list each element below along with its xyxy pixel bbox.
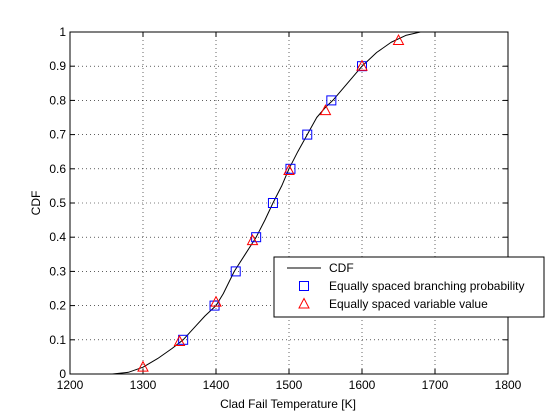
legend-item: Equally spaced branching probability [300,279,525,293]
y-tick-label: 0 [59,367,66,381]
y-tick-label: 0.4 [49,230,66,244]
y-tick-label: 0.8 [49,93,66,107]
x-tick-label: 1500 [276,378,303,392]
legend: CDF Equally spaced branching probability E… [274,257,544,317]
y-tick-label: 0.7 [49,128,66,142]
x-tick-label: 1300 [130,378,157,392]
y-tick-label: 0.2 [49,299,66,313]
x-axis-label: Clad Fail Temperature [K] [220,397,356,411]
legend-label: Equally spaced variable value [329,297,488,311]
y-tick-label: 0.9 [49,59,66,73]
y-tick-label: 0.3 [49,264,66,278]
legend-label: CDF [329,261,354,275]
x-tick-label: 1600 [349,378,376,392]
legend-label: Equally spaced branching probability [329,279,524,293]
y-tick-label: 0.6 [49,162,66,176]
y-tick-label: 0.1 [49,333,66,347]
y-tick-label: 1 [59,25,66,39]
x-tick-label: 1800 [495,378,522,392]
y-axis-label: CDF [29,191,43,216]
y-tick-label: 0.5 [49,196,66,210]
x-tick-label: 1700 [422,378,449,392]
x-tick-label: 1400 [203,378,230,392]
